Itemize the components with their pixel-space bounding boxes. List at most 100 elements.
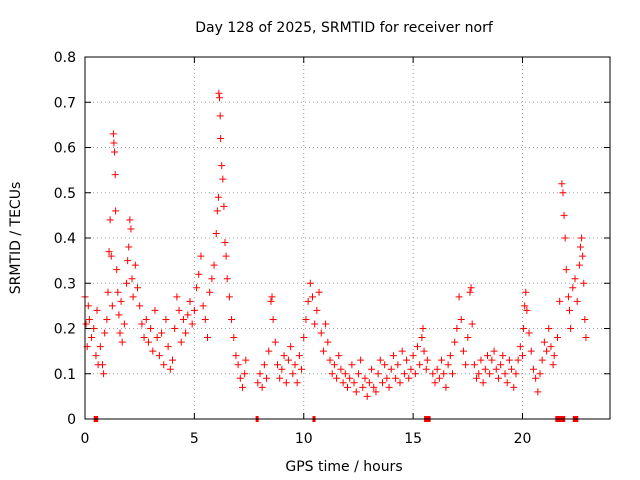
data-point <box>433 365 441 373</box>
data-point <box>234 361 242 369</box>
data-point <box>317 329 325 337</box>
y-tick-label: 0.2 <box>54 322 76 338</box>
data-point <box>558 180 566 188</box>
data-point <box>363 392 371 400</box>
data-point <box>99 361 106 369</box>
data-point <box>242 356 250 364</box>
data-point <box>444 361 452 369</box>
data-point <box>302 315 310 323</box>
grid-lines <box>85 57 610 419</box>
data-point <box>129 293 137 301</box>
data-point <box>514 356 522 364</box>
data-point <box>481 365 489 373</box>
data-point <box>153 334 161 342</box>
data-point <box>449 370 456 378</box>
chart-title: Day 128 of 2025, SRMTID for receiver nor… <box>195 20 494 36</box>
x-axis-label: GPS time / hours <box>285 459 402 475</box>
data-point <box>222 252 230 260</box>
data-point <box>117 297 125 305</box>
data-point <box>521 302 529 310</box>
data-point <box>300 334 308 342</box>
data-point <box>110 139 118 147</box>
data-point <box>490 347 498 355</box>
data-point <box>560 211 568 219</box>
data-point <box>93 306 101 314</box>
data-point <box>263 374 271 382</box>
data-point <box>230 334 238 342</box>
data-point <box>212 229 220 237</box>
data-point <box>111 148 119 156</box>
data-point <box>306 279 314 287</box>
data-point <box>414 343 421 351</box>
axes: 0 0.1 0.2 0.3 0.4 0.5 0.6 0.7 0.8 0 5 10 15 20 <box>54 50 610 447</box>
data-point <box>100 370 108 378</box>
data-point <box>219 175 227 183</box>
data-point <box>256 370 264 378</box>
data-point <box>354 370 362 378</box>
data-point <box>289 370 297 378</box>
data-point <box>370 383 378 391</box>
data-point <box>486 370 494 378</box>
data-point <box>348 361 356 369</box>
data-point <box>199 302 207 310</box>
data-point <box>494 374 502 382</box>
data-point <box>561 234 569 242</box>
x-tick-label: 15 <box>404 431 422 447</box>
data-point <box>220 202 228 210</box>
data-point <box>387 365 395 373</box>
data-point <box>225 293 233 301</box>
data-point <box>420 347 428 355</box>
data-point <box>85 315 93 323</box>
data-point <box>579 252 587 260</box>
data-point <box>573 297 581 305</box>
data-point <box>149 347 157 355</box>
data-point <box>423 356 431 364</box>
data-point <box>571 275 579 283</box>
data-point <box>128 275 136 283</box>
data-point <box>543 347 551 355</box>
data-point <box>295 352 303 360</box>
data-point <box>455 293 463 301</box>
data-point <box>265 347 273 355</box>
data-point <box>105 248 113 256</box>
data-point <box>278 365 286 373</box>
data-point <box>184 311 192 319</box>
data-point <box>82 320 90 328</box>
data-point <box>144 338 152 346</box>
data-point <box>508 365 516 373</box>
data-point <box>193 284 201 292</box>
data-point <box>267 297 275 305</box>
data-point <box>479 379 487 387</box>
y-tick-label: 0.5 <box>54 186 76 202</box>
data-point <box>344 383 351 391</box>
data-point <box>372 388 380 396</box>
data-point <box>190 306 198 314</box>
data-point <box>464 334 472 342</box>
y-tick-label: 0.6 <box>54 141 76 157</box>
data-point <box>284 356 292 364</box>
data-point <box>381 361 389 369</box>
data-point <box>398 347 406 355</box>
data-point <box>171 325 179 332</box>
data-point <box>383 374 391 382</box>
data-point <box>204 334 211 342</box>
data-point <box>258 383 266 391</box>
data-points <box>81 89 590 400</box>
data-point <box>309 293 316 301</box>
data-point <box>276 374 284 382</box>
data-point <box>182 329 190 337</box>
data-point <box>534 388 542 396</box>
data-point <box>115 311 123 319</box>
data-point <box>164 343 172 351</box>
data-point <box>173 293 181 301</box>
data-point <box>112 207 120 215</box>
data-point <box>84 302 92 310</box>
data-point <box>125 243 133 251</box>
data-point <box>419 325 427 332</box>
data-point <box>429 370 437 378</box>
data-point <box>298 365 306 373</box>
data-point <box>567 325 575 332</box>
data-point <box>293 379 301 387</box>
data-point <box>365 379 373 387</box>
data-point <box>379 379 386 387</box>
